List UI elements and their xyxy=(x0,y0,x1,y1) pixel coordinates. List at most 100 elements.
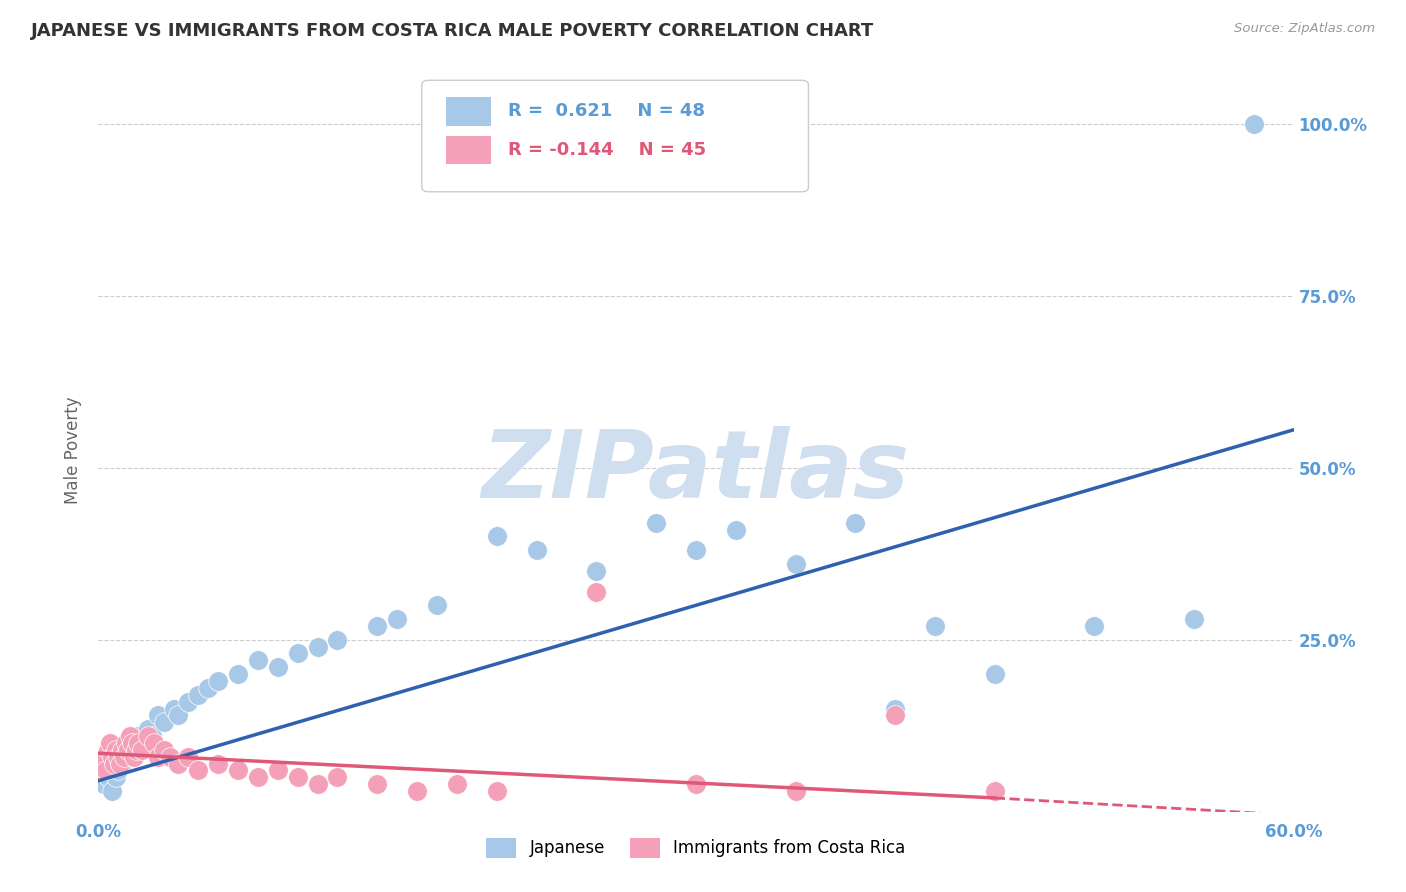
Point xyxy=(177,749,200,764)
Text: R =  0.621    N = 48: R = 0.621 N = 48 xyxy=(508,103,704,120)
Point xyxy=(307,640,329,654)
Point xyxy=(685,543,707,558)
Point xyxy=(287,770,309,784)
Point xyxy=(406,784,429,798)
Point xyxy=(207,756,229,771)
Point xyxy=(153,715,176,730)
Point xyxy=(101,784,124,798)
Point xyxy=(153,743,176,757)
Point xyxy=(124,749,146,764)
Point xyxy=(785,557,807,571)
Point xyxy=(197,681,219,695)
Point xyxy=(117,743,139,757)
Point xyxy=(366,619,388,633)
Point xyxy=(96,764,118,778)
Point xyxy=(385,612,409,626)
Point xyxy=(125,743,148,757)
Point xyxy=(111,743,134,757)
Point xyxy=(110,756,132,771)
Point xyxy=(93,777,115,791)
Y-axis label: Male Poverty: Male Poverty xyxy=(65,397,83,504)
Point xyxy=(177,695,200,709)
Point xyxy=(984,667,1007,681)
Point xyxy=(103,756,125,771)
Point xyxy=(226,667,249,681)
Point xyxy=(127,736,149,750)
Point xyxy=(267,660,290,674)
Text: JAPANESE VS IMMIGRANTS FROM COSTA RICA MALE POVERTY CORRELATION CHART: JAPANESE VS IMMIGRANTS FROM COSTA RICA M… xyxy=(31,22,875,40)
Point xyxy=(89,764,111,778)
Point xyxy=(111,756,134,771)
Point xyxy=(131,743,153,757)
Point xyxy=(159,749,181,764)
Point xyxy=(148,749,170,764)
Point xyxy=(785,784,807,798)
Point xyxy=(120,729,142,743)
Point xyxy=(97,770,120,784)
Point xyxy=(187,764,209,778)
Legend: Japanese, Immigrants from Costa Rica: Japanese, Immigrants from Costa Rica xyxy=(479,831,912,865)
Point xyxy=(112,743,135,757)
Point xyxy=(141,729,163,743)
Point xyxy=(526,543,548,558)
Point xyxy=(267,764,290,778)
Point xyxy=(287,647,309,661)
Point xyxy=(924,619,946,633)
Point xyxy=(1182,612,1205,626)
Point xyxy=(98,764,122,778)
Point xyxy=(143,736,166,750)
Point xyxy=(884,708,907,723)
Point xyxy=(105,770,128,784)
Point xyxy=(110,749,132,764)
Point xyxy=(307,777,329,791)
Point xyxy=(124,743,146,757)
Point xyxy=(326,632,349,647)
Point xyxy=(105,743,128,757)
Point xyxy=(107,764,129,778)
Point xyxy=(366,777,388,791)
Point xyxy=(1083,619,1105,633)
Point xyxy=(167,756,190,771)
Text: ZIPatlas: ZIPatlas xyxy=(482,426,910,518)
Point xyxy=(246,653,269,667)
Point xyxy=(246,770,269,784)
Text: Source: ZipAtlas.com: Source: ZipAtlas.com xyxy=(1234,22,1375,36)
Point xyxy=(107,749,129,764)
Point xyxy=(585,564,607,578)
Point xyxy=(685,777,707,791)
Point xyxy=(97,743,120,757)
Point xyxy=(167,708,190,723)
Point xyxy=(91,756,114,771)
Point xyxy=(103,756,125,771)
Point xyxy=(485,784,508,798)
Point xyxy=(121,736,143,750)
Point xyxy=(724,523,747,537)
Point xyxy=(984,784,1007,798)
Point xyxy=(1243,117,1265,131)
Point xyxy=(485,529,508,543)
Point xyxy=(446,777,468,791)
Point xyxy=(115,736,138,750)
Point xyxy=(127,729,149,743)
Point xyxy=(226,764,249,778)
Point xyxy=(117,749,139,764)
Point xyxy=(112,749,135,764)
Point xyxy=(187,688,209,702)
Point xyxy=(585,584,607,599)
Point xyxy=(426,599,449,613)
Point xyxy=(121,736,143,750)
Point xyxy=(136,729,159,743)
Point xyxy=(98,736,122,750)
Point xyxy=(101,749,124,764)
Point xyxy=(326,770,349,784)
Point xyxy=(136,722,159,736)
Point xyxy=(93,749,115,764)
Point xyxy=(645,516,668,530)
Point xyxy=(148,708,170,723)
Point xyxy=(163,701,186,715)
Point xyxy=(844,516,866,530)
Point xyxy=(884,701,907,715)
Text: R = -0.144    N = 45: R = -0.144 N = 45 xyxy=(508,141,706,159)
Point xyxy=(131,736,153,750)
Point xyxy=(207,673,229,688)
